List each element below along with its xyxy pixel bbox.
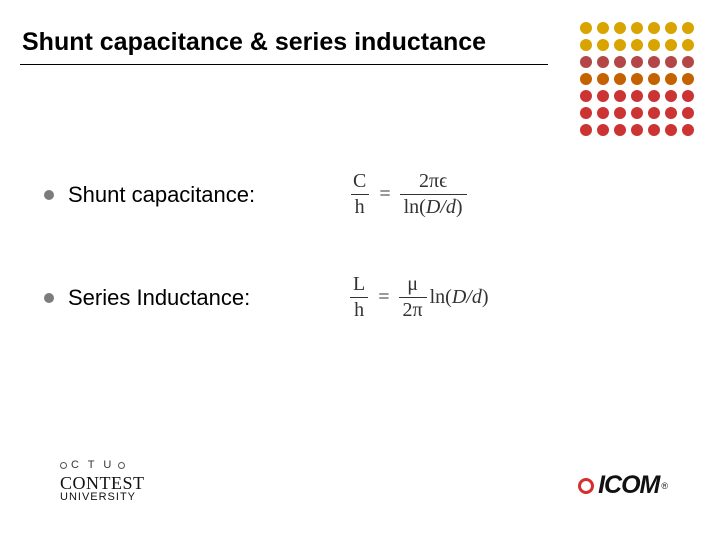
slide-title: Shunt capacitance & series inductance [22, 28, 486, 57]
grid-dot [665, 90, 677, 102]
icom-ring-icon [578, 478, 594, 494]
grid-dot [631, 90, 643, 102]
decorative-dot-grid [580, 22, 696, 138]
ln-arg: D/d [426, 196, 456, 218]
rhs-frac-denominator: 2π [399, 297, 427, 322]
lhs-fraction: L h [349, 273, 369, 322]
bullet-shunt-capacitance: Shunt capacitance: C h = 2πϵ ln(D/d) [44, 170, 660, 219]
equals-sign: = [378, 286, 389, 309]
grid-dot [682, 124, 694, 136]
grid-dot [614, 90, 626, 102]
rhs-fraction: μ 2π [399, 273, 427, 322]
lhs-numerator: C [349, 170, 370, 194]
grid-dot [648, 90, 660, 102]
ring-icon [60, 462, 67, 469]
slide: Shunt capacitance & series inductance Sh… [0, 0, 720, 540]
rhs-ln-term: ln(D/d) [430, 286, 489, 309]
grid-dot [597, 73, 609, 85]
grid-dot [631, 124, 643, 136]
grid-dot [665, 39, 677, 51]
grid-dot [614, 107, 626, 119]
grid-dot [580, 90, 592, 102]
registered-mark: ® [661, 481, 668, 491]
rhs-denominator: ln(D/d) [400, 194, 467, 219]
ctu-letters: C T U [71, 460, 114, 472]
bullet-series-inductance: Series Inductance: L h = μ 2π ln(D/d) [44, 273, 660, 322]
grid-dot [580, 56, 592, 68]
grid-dot [631, 22, 643, 34]
lhs-denominator: h [351, 194, 369, 219]
grid-dot [597, 22, 609, 34]
title-underline [20, 64, 548, 65]
grid-dot [631, 73, 643, 85]
grid-dot [614, 56, 626, 68]
equals-sign: = [379, 183, 390, 206]
grid-dot [648, 22, 660, 34]
grid-dot [665, 56, 677, 68]
grid-dot [580, 73, 592, 85]
grid-dot [580, 107, 592, 119]
grid-dot [597, 107, 609, 119]
formula-series-inductance: L h = μ 2π ln(D/d) [346, 273, 489, 322]
bullet-icon [44, 190, 54, 200]
content-area: Shunt capacitance: C h = 2πϵ ln(D/d) Ser… [44, 170, 660, 376]
grid-dot [665, 22, 677, 34]
rhs-fraction: 2πϵ ln(D/d) [400, 170, 467, 219]
ring-icon [118, 462, 125, 469]
grid-dot [682, 90, 694, 102]
grid-dot [614, 22, 626, 34]
university-word: UNIVERSITY [60, 492, 145, 504]
icom-brand: ICOM [598, 471, 659, 500]
ln-suffix: ) [456, 196, 463, 218]
grid-dot [580, 22, 592, 34]
footer-right-logo: ICOM ® [578, 471, 668, 500]
lhs-numerator: L [349, 273, 369, 297]
grid-dot [648, 107, 660, 119]
grid-dot [648, 124, 660, 136]
rhs-frac-numerator: μ [403, 273, 422, 297]
grid-dot [631, 56, 643, 68]
grid-dot [682, 56, 694, 68]
ln-arg: D/d [452, 286, 482, 309]
grid-dot [580, 124, 592, 136]
grid-dot [648, 56, 660, 68]
ctu-top-row: C T U [60, 460, 145, 472]
grid-dot [682, 107, 694, 119]
grid-dot [665, 73, 677, 85]
grid-dot [665, 107, 677, 119]
bullet-icon [44, 293, 54, 303]
grid-dot [597, 124, 609, 136]
grid-dot [631, 107, 643, 119]
footer-left-logo: C T U CONTEST UNIVERSITY [60, 460, 145, 504]
ln-prefix: ln( [430, 286, 452, 309]
ln-prefix: ln( [404, 196, 426, 218]
lhs-denominator: h [350, 297, 368, 322]
grid-dot [682, 39, 694, 51]
grid-dot [580, 39, 592, 51]
lhs-fraction: C h [349, 170, 370, 219]
grid-dot [614, 39, 626, 51]
bullet-label: Shunt capacitance: [68, 182, 286, 208]
grid-dot [597, 56, 609, 68]
grid-dot [614, 73, 626, 85]
grid-dot [648, 39, 660, 51]
grid-dot [614, 124, 626, 136]
bullet-label: Series Inductance: [68, 285, 286, 311]
grid-dot [648, 73, 660, 85]
grid-dot [665, 124, 677, 136]
grid-dot [631, 39, 643, 51]
grid-dot [597, 90, 609, 102]
grid-dot [682, 22, 694, 34]
grid-dot [682, 73, 694, 85]
rhs-numerator: 2πϵ [415, 170, 451, 194]
formula-shunt-capacitance: C h = 2πϵ ln(D/d) [346, 170, 470, 219]
contest-word: CONTEST [60, 474, 145, 493]
ln-suffix: ) [482, 286, 489, 309]
grid-dot [597, 39, 609, 51]
